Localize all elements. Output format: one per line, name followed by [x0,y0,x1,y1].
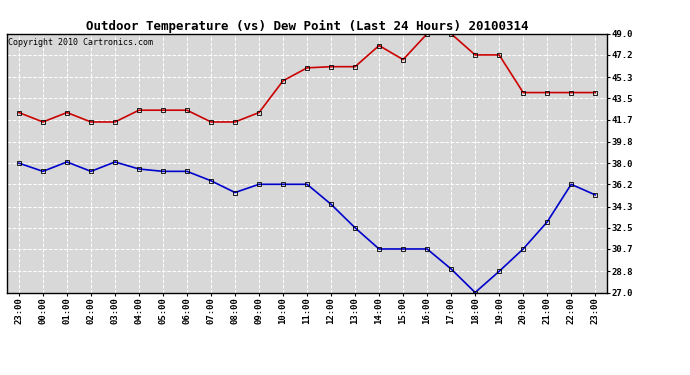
Title: Outdoor Temperature (vs) Dew Point (Last 24 Hours) 20100314: Outdoor Temperature (vs) Dew Point (Last… [86,20,529,33]
Text: Copyright 2010 Cartronics.com: Copyright 2010 Cartronics.com [8,38,153,46]
